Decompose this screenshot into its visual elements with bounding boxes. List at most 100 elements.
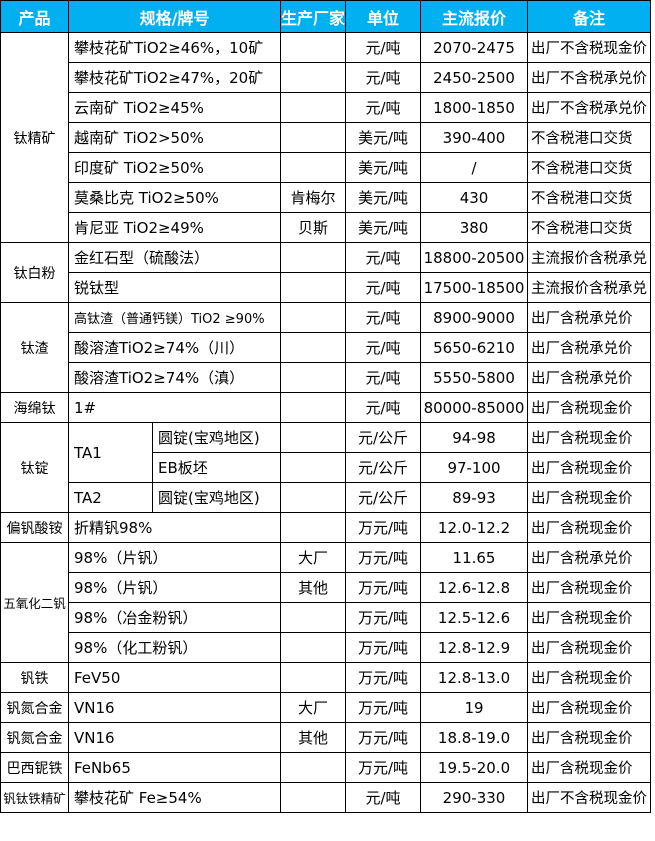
spec-cell: 锐钛型: [68, 272, 281, 303]
col-header-spec: 规格/牌号: [68, 0, 281, 33]
col-header-price: 主流报价: [420, 0, 529, 33]
product-cell: 海绵钛: [0, 392, 69, 423]
unit-cell: 万元/吨: [345, 512, 422, 543]
spec-cell: 印度矿 TiO2≥50%: [68, 152, 281, 183]
price-cell: 290-330: [420, 782, 529, 813]
table-row: 云南矿 TiO2≥45% 元/吨 1800-1850 出厂不含税承兑价: [1, 92, 652, 123]
col-header-product: 产品: [0, 0, 69, 33]
table-row: 肯尼亚 TiO2≥49% 贝斯 美元/吨 380 不含税港口交货: [1, 212, 652, 243]
manufacturer-cell: [279, 482, 347, 513]
price-cell: 94-98: [420, 422, 529, 453]
table-row: 偏钒酸铵 折精钒98% 万元/吨 12.0-12.2 出厂含税现金价: [0, 512, 652, 543]
table-row: 钛锭 TA1 圆锭(宝鸡地区) 元/公斤 94-98 出厂含税现金价: [0, 422, 652, 513]
manufacturer-cell: [279, 782, 347, 813]
unit-cell: 元/公斤: [345, 482, 422, 513]
spec-cell: FeV50: [68, 662, 281, 693]
price-cell: 17500-18500: [420, 272, 529, 303]
price-cell: 12.6-12.8: [420, 572, 529, 603]
manufacturer-cell: [279, 662, 347, 693]
spec-cell: 1#: [68, 392, 281, 423]
spec-cell: 攀枝花矿 Fe≥54%: [68, 782, 281, 813]
product-cell: 钛渣: [0, 302, 69, 393]
col-header-unit: 单位: [345, 0, 422, 33]
table-row: 酸溶渣TiO2≥74%（川） 元/吨 5650-6210 出厂含税承兑价: [1, 332, 652, 363]
spec-grade-cell: TA2: [68, 482, 153, 513]
note-cell: 不含税港口交货: [527, 122, 652, 153]
unit-cell: 万元/吨: [345, 692, 422, 723]
manufacturer-cell: [279, 392, 347, 423]
note-cell: 不含税港口交货: [527, 182, 652, 213]
spec-cell: 攀枝花矿TiO2≥47%，20矿: [68, 62, 281, 93]
spec-cell: 98%（片钒）: [68, 572, 281, 603]
unit-cell: 万元/吨: [345, 542, 422, 573]
product-cell: 巴西铌铁: [0, 752, 69, 783]
note-cell: 出厂含税承兑价: [527, 302, 652, 333]
price-cell: 18.8-19.0: [420, 722, 529, 753]
product-cell: 钒钛铁精矿: [0, 782, 69, 813]
note-cell: 不含税港口交货: [527, 212, 652, 243]
note-cell: 出厂含税承兑价: [527, 542, 652, 573]
product-cell: 五氧化二钒: [0, 542, 69, 663]
spec-cell: 金红石型（硫酸法）: [68, 242, 281, 273]
table-row: 海绵钛 1# 元/吨 80000-85000 出厂含税现金价: [0, 392, 652, 423]
unit-cell: 万元/吨: [345, 722, 422, 753]
unit-cell: 元/吨: [345, 242, 422, 273]
note-cell: 出厂含税现金价: [527, 512, 652, 543]
note-cell: 出厂不含税现金价: [527, 782, 652, 813]
spec-form-cell: 圆锭(宝鸡地区): [152, 482, 281, 513]
note-cell: 出厂含税承兑价: [527, 362, 652, 393]
price-cell: 19: [420, 692, 529, 723]
manufacturer-cell: 大厂: [279, 692, 347, 723]
unit-cell: 万元/吨: [345, 632, 422, 663]
product-cell: 钛白粉: [0, 242, 69, 303]
manufacturer-cell: [279, 92, 347, 123]
table-row: 钒氮合金 VN16 其他 万元/吨 18.8-19.0 出厂含税现金价: [0, 722, 652, 753]
note-cell: 出厂含税现金价: [527, 572, 652, 603]
table-row: 钒钛铁精矿 攀枝花矿 Fe≥54% 元/吨 290-330 出厂不含税现金价: [0, 782, 652, 813]
unit-cell: 元/吨: [345, 272, 422, 303]
unit-cell: 万元/吨: [345, 572, 422, 603]
col-header-note: 备注: [527, 0, 652, 33]
unit-cell: 美元/吨: [345, 122, 422, 153]
unit-cell: 万元/吨: [345, 662, 422, 693]
manufacturer-cell: 其他: [279, 722, 347, 753]
col-header-manufacturer: 生产厂家: [279, 0, 347, 33]
price-cell: 430: [420, 182, 529, 213]
price-cell: 89-93: [420, 482, 529, 513]
spec-cell: 高钛渣（普通钙镁）TiO2 ≥90%: [68, 302, 281, 333]
unit-cell: 元/吨: [345, 92, 422, 123]
manufacturer-cell: 其他: [279, 572, 347, 603]
table-row: 钒铁 FeV50 万元/吨 12.8-13.0 出厂含税现金价: [0, 662, 652, 693]
product-cell: 钒氮合金: [0, 722, 69, 753]
product-cell: 偏钒酸铵: [0, 512, 69, 543]
note-cell: 出厂不含税现金价: [527, 32, 652, 63]
price-cell: 2070-2475: [420, 32, 529, 63]
manufacturer-cell: [279, 62, 347, 93]
unit-cell: 元/吨: [345, 32, 422, 63]
price-cell: /: [420, 152, 529, 183]
spec-cell: 98%（化工粉钒）: [68, 632, 281, 663]
manufacturer-cell: 肯梅尔: [279, 182, 347, 213]
manufacturer-cell: [279, 512, 347, 543]
price-cell: 80000-85000: [420, 392, 529, 423]
manufacturer-cell: [279, 272, 347, 303]
unit-cell: 元/吨: [345, 392, 422, 423]
price-cell: 19.5-20.0: [420, 752, 529, 783]
note-cell: 出厂不含税承兑价: [527, 92, 652, 123]
price-table: 产品 规格/牌号 生产厂家 单位 主流报价 备注 钛精矿 攀枝花矿TiO2≥46%…: [0, 0, 652, 813]
manufacturer-cell: [279, 302, 347, 333]
table-body: 钛精矿 攀枝花矿TiO2≥46%，10矿 元/吨 2070-2475 出厂不含税现金价攀…: [0, 32, 652, 813]
unit-cell: 美元/吨: [345, 182, 422, 213]
spec-cell: 云南矿 TiO2≥45%: [68, 92, 281, 123]
table-row: 莫桑比克 TiO2≥50% 肯梅尔 美元/吨 430 不含税港口交货: [1, 182, 652, 213]
spec-grade-cell: TA1: [68, 422, 153, 483]
spec-form-cell: 圆锭(宝鸡地区): [152, 422, 281, 453]
table-row: 钛渣 高钛渣（普通钙镁）TiO2 ≥90% 元/吨 8900-9000 出厂含税承兑价: [0, 302, 652, 393]
spec-cell: 酸溶渣TiO2≥74%（川）: [68, 332, 281, 363]
manufacturer-cell: [279, 242, 347, 273]
manufacturer-cell: [279, 32, 347, 63]
note-cell: 出厂含税现金价: [527, 452, 652, 483]
header-row: 产品 规格/牌号 生产厂家 单位 主流报价 备注: [0, 0, 652, 33]
manufacturer-cell: 大厂: [279, 542, 347, 573]
product-cell: 钒氮合金: [0, 692, 69, 723]
